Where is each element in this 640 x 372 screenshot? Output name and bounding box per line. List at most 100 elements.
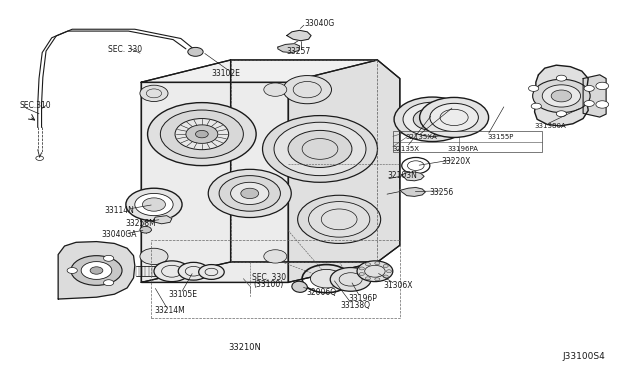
Text: 33210N: 33210N (228, 343, 261, 352)
Circle shape (274, 122, 366, 176)
Text: 33102E: 33102E (211, 69, 240, 78)
Circle shape (387, 270, 392, 273)
Polygon shape (287, 31, 311, 41)
Text: SEC.310: SEC.310 (20, 101, 51, 110)
Circle shape (596, 101, 609, 108)
Circle shape (584, 100, 595, 106)
Text: 33196PA: 33196PA (448, 145, 479, 151)
Polygon shape (141, 262, 378, 282)
Circle shape (104, 255, 114, 261)
Circle shape (551, 90, 572, 102)
Circle shape (420, 97, 488, 137)
Text: 33196P: 33196P (349, 294, 378, 303)
Circle shape (241, 188, 259, 199)
Circle shape (357, 261, 393, 282)
Polygon shape (583, 75, 606, 117)
Bar (393, 131, 542, 152)
Circle shape (584, 86, 595, 92)
Circle shape (288, 131, 352, 167)
Circle shape (143, 198, 166, 211)
Circle shape (178, 262, 209, 280)
Circle shape (219, 176, 280, 211)
Polygon shape (141, 60, 230, 282)
Circle shape (198, 264, 224, 279)
Polygon shape (141, 60, 378, 82)
Circle shape (208, 169, 291, 218)
Polygon shape (402, 172, 424, 181)
Circle shape (532, 79, 590, 113)
Circle shape (383, 275, 388, 278)
Polygon shape (400, 187, 426, 196)
Text: SEC. 330: SEC. 330 (252, 273, 287, 282)
Text: 331380A: 331380A (534, 123, 566, 129)
Circle shape (230, 182, 269, 205)
Circle shape (67, 267, 77, 273)
Polygon shape (230, 60, 400, 262)
Bar (151, 240, 400, 318)
Circle shape (308, 202, 370, 237)
Circle shape (413, 108, 452, 131)
Circle shape (430, 103, 478, 132)
Circle shape (556, 75, 566, 81)
Circle shape (298, 195, 381, 243)
Circle shape (424, 114, 442, 125)
Text: 33040GA: 33040GA (102, 230, 137, 240)
Text: 32135XA: 32135XA (405, 134, 436, 140)
Text: 33220X: 33220X (442, 157, 470, 166)
Circle shape (394, 97, 470, 141)
Circle shape (529, 86, 539, 92)
Circle shape (375, 262, 380, 265)
Circle shape (90, 267, 103, 274)
Circle shape (359, 273, 364, 276)
Circle shape (556, 111, 566, 117)
Text: (33100): (33100) (253, 280, 284, 289)
Circle shape (264, 250, 287, 263)
Circle shape (104, 280, 114, 286)
Text: 33105E: 33105E (168, 290, 197, 299)
Circle shape (126, 188, 182, 221)
Circle shape (283, 76, 332, 104)
Circle shape (154, 261, 189, 282)
Polygon shape (141, 82, 288, 282)
Circle shape (359, 267, 364, 270)
Circle shape (140, 248, 168, 264)
Text: 32006Q: 32006Q (306, 288, 336, 297)
Text: 33258M: 33258M (126, 219, 157, 228)
Text: 31306X: 31306X (384, 281, 413, 290)
Circle shape (375, 278, 380, 281)
Circle shape (140, 227, 152, 233)
Polygon shape (534, 65, 588, 126)
Circle shape (264, 83, 287, 96)
Circle shape (365, 277, 371, 280)
Circle shape (262, 116, 378, 182)
Text: J33100S4: J33100S4 (563, 352, 605, 361)
Text: 33257: 33257 (287, 47, 311, 56)
Circle shape (195, 131, 208, 138)
Circle shape (175, 119, 228, 150)
Circle shape (365, 263, 371, 266)
Circle shape (542, 85, 580, 107)
Text: 33114N: 33114N (104, 206, 134, 215)
Circle shape (596, 82, 609, 90)
Circle shape (148, 103, 256, 166)
Text: SEC. 330: SEC. 330 (108, 45, 142, 54)
Circle shape (140, 85, 168, 102)
Text: 32135X: 32135X (393, 145, 420, 151)
Circle shape (531, 103, 541, 109)
Polygon shape (58, 241, 135, 299)
Polygon shape (153, 216, 172, 224)
Circle shape (310, 269, 342, 288)
Text: 33155P: 33155P (487, 134, 514, 140)
Circle shape (403, 102, 462, 137)
Text: 33256: 33256 (430, 188, 454, 197)
Ellipse shape (292, 281, 307, 292)
Circle shape (186, 125, 218, 143)
Text: 33214M: 33214M (154, 307, 185, 315)
Polygon shape (288, 60, 400, 282)
Text: 33040G: 33040G (305, 19, 335, 28)
Polygon shape (278, 44, 300, 52)
Circle shape (81, 262, 112, 279)
Circle shape (188, 47, 203, 56)
Circle shape (330, 267, 371, 291)
Circle shape (161, 110, 243, 158)
